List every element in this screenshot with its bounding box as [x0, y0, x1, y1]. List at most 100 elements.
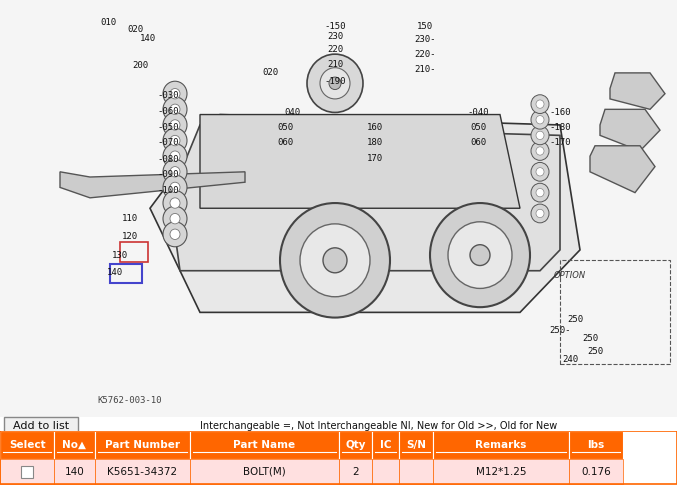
- Text: 140: 140: [107, 269, 123, 277]
- Text: 140: 140: [140, 34, 156, 43]
- Bar: [110, 265, 142, 283]
- Text: -050: -050: [157, 122, 179, 131]
- Text: 170: 170: [367, 154, 383, 163]
- Text: 010: 010: [100, 19, 116, 27]
- Bar: [120, 242, 148, 263]
- Text: 050: 050: [277, 122, 293, 131]
- Text: 150: 150: [417, 22, 433, 30]
- Polygon shape: [170, 125, 560, 270]
- Circle shape: [163, 144, 187, 169]
- Circle shape: [163, 206, 187, 231]
- Circle shape: [448, 222, 512, 289]
- Circle shape: [170, 182, 180, 193]
- Text: 210: 210: [327, 60, 343, 69]
- Circle shape: [536, 209, 544, 218]
- Polygon shape: [600, 109, 660, 151]
- Bar: [54, 431, 95, 459]
- Bar: [21, 466, 33, 478]
- Circle shape: [323, 248, 347, 273]
- Text: 230-: 230-: [414, 35, 436, 44]
- Text: Qty: Qty: [345, 440, 366, 450]
- Bar: [399, 431, 433, 459]
- Text: Remarks: Remarks: [475, 440, 527, 450]
- Text: -040: -040: [467, 108, 489, 117]
- Text: lbs: lbs: [587, 440, 605, 450]
- Circle shape: [531, 204, 549, 223]
- Circle shape: [280, 203, 390, 318]
- Bar: [433, 431, 569, 459]
- Bar: [569, 459, 623, 484]
- Circle shape: [320, 68, 350, 99]
- Text: 110: 110: [122, 214, 138, 223]
- Text: 230: 230: [327, 32, 343, 41]
- Text: K5651-34372: K5651-34372: [107, 466, 177, 477]
- Text: 220-: 220-: [414, 49, 436, 59]
- Text: 210-: 210-: [414, 65, 436, 74]
- Text: 130: 130: [112, 250, 128, 260]
- Bar: [569, 431, 623, 459]
- Circle shape: [307, 54, 363, 113]
- Bar: [190, 459, 338, 484]
- Text: 140: 140: [64, 466, 85, 477]
- Text: 050: 050: [470, 122, 486, 131]
- Text: Select: Select: [9, 440, 45, 450]
- Text: K5762-003-10: K5762-003-10: [97, 396, 162, 405]
- Circle shape: [163, 112, 187, 137]
- Circle shape: [536, 189, 544, 197]
- Bar: [95, 459, 190, 484]
- Circle shape: [163, 175, 187, 200]
- Circle shape: [531, 110, 549, 129]
- Circle shape: [536, 147, 544, 155]
- Circle shape: [163, 97, 187, 122]
- Text: -160: -160: [549, 108, 571, 117]
- Text: 0.176: 0.176: [581, 466, 611, 477]
- Text: -190: -190: [324, 77, 346, 86]
- Circle shape: [170, 198, 180, 208]
- Circle shape: [531, 142, 549, 160]
- Circle shape: [536, 168, 544, 176]
- Text: 240: 240: [562, 355, 578, 364]
- Circle shape: [170, 120, 180, 130]
- FancyBboxPatch shape: [4, 417, 78, 437]
- Text: Part Number: Part Number: [105, 440, 179, 450]
- Circle shape: [163, 159, 187, 184]
- Text: 250-: 250-: [549, 325, 571, 335]
- Text: No▲: No▲: [62, 440, 87, 450]
- Text: 060: 060: [470, 138, 486, 147]
- Circle shape: [170, 104, 180, 115]
- Polygon shape: [150, 115, 580, 313]
- Circle shape: [170, 135, 180, 146]
- Text: 200: 200: [132, 61, 148, 70]
- Text: 250: 250: [587, 347, 603, 356]
- Circle shape: [163, 191, 187, 216]
- Text: 020: 020: [262, 69, 278, 77]
- Text: 060: 060: [277, 138, 293, 147]
- Text: 040: 040: [284, 108, 300, 117]
- Circle shape: [170, 151, 180, 161]
- Text: BOLT(M): BOLT(M): [242, 466, 286, 477]
- Text: M12*1.25: M12*1.25: [476, 466, 526, 477]
- Bar: [0, 431, 677, 484]
- Circle shape: [470, 245, 490, 266]
- Bar: [0, 431, 54, 459]
- Text: 020: 020: [127, 24, 143, 34]
- Circle shape: [163, 128, 187, 153]
- Circle shape: [536, 131, 544, 140]
- Text: 120: 120: [122, 232, 138, 241]
- Bar: [338, 431, 372, 459]
- Bar: [190, 431, 338, 459]
- Text: IC: IC: [380, 440, 391, 450]
- Text: 160: 160: [367, 122, 383, 131]
- Bar: [433, 459, 569, 484]
- Circle shape: [430, 203, 530, 307]
- Circle shape: [170, 229, 180, 240]
- Text: OPTION: OPTION: [554, 271, 586, 280]
- Text: -090: -090: [157, 171, 179, 179]
- Text: 2: 2: [352, 466, 359, 477]
- Text: 180: 180: [367, 138, 383, 147]
- Text: -150: -150: [324, 22, 346, 30]
- Text: 220: 220: [327, 46, 343, 54]
- Circle shape: [536, 116, 544, 124]
- Text: Interchangeable =, Not Interchangeable NI, New for Old >>, Old for New: Interchangeable =, Not Interchangeable N…: [200, 421, 557, 431]
- Circle shape: [170, 214, 180, 224]
